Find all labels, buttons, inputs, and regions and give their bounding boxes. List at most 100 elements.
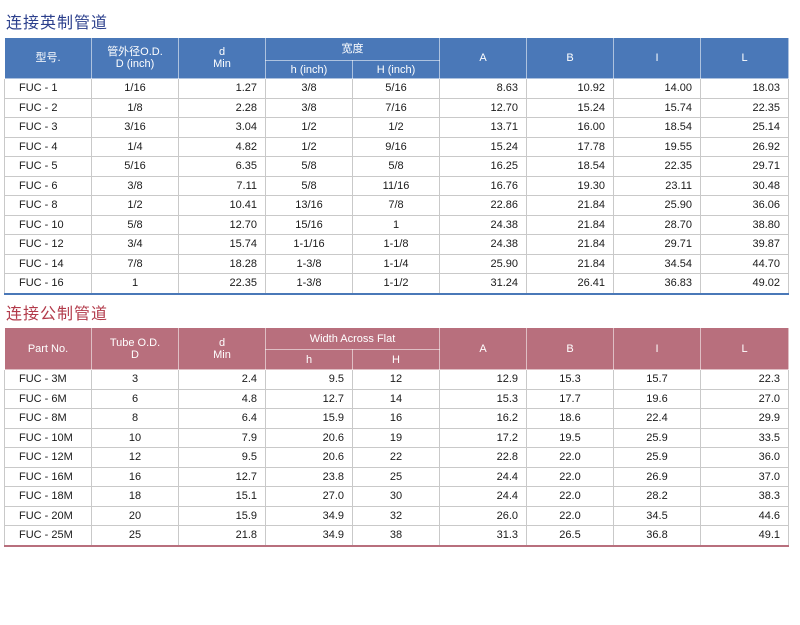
table-cell: 25.90	[613, 195, 701, 216]
table-cell: 16.25	[439, 156, 527, 177]
table-row: FUC - 6M 6 4.8 12.7 14 15.3 17.7 19.6 27.0	[4, 388, 790, 409]
table-cell: 22.4	[613, 408, 702, 429]
table-cell: 16.00	[526, 117, 614, 138]
header-h-small: h	[265, 349, 353, 370]
table-cell: 19.30	[526, 175, 614, 196]
table-cell: FUC - 20M	[4, 505, 92, 526]
table-cell: 1/2	[91, 195, 179, 216]
table-cell: 12.70	[178, 214, 266, 235]
table-cell: 1/8	[91, 97, 179, 118]
table-cell: 27.0	[265, 486, 353, 507]
table-cell: 6.35	[178, 156, 266, 177]
table-cell: 1-1/8	[352, 234, 440, 255]
table-cell: FUC - 3	[4, 117, 92, 138]
table-cell: 24.38	[439, 214, 527, 235]
table-cell: 2.28	[178, 97, 266, 118]
table-cell: 30	[351, 486, 441, 507]
table-cell: 22.8	[439, 447, 528, 468]
table-cell: 39.87	[700, 234, 789, 255]
table-row: FUC - 5 5/16 6.35 5/8 5/8 16.25 18.54 22.35 29.7…	[4, 156, 789, 177]
table-row: FUC - 6 3/8 7.11 5/8 11/16 16.76 19.30 23.11 30.…	[4, 175, 789, 196]
table-cell: 1-1/4	[352, 253, 440, 274]
table-cell: 12.7	[265, 388, 353, 409]
table-cell: 36.8	[613, 525, 702, 547]
table-cell: 22.35	[178, 273, 266, 295]
table-cell: 1.27	[178, 78, 266, 99]
table-cell: 7/8	[352, 195, 440, 216]
table-cell: 21.84	[526, 214, 614, 235]
imperial-fittings-table: 型号. 管外径O.D. D (inch) d Min 宽度 A B I L h …	[4, 37, 789, 295]
table-cell: 15.9	[178, 505, 266, 526]
table-cell: FUC - 10M	[4, 427, 92, 448]
table-cell: FUC - 2	[4, 97, 92, 118]
table-cell: 34.9	[265, 505, 353, 526]
table-cell: 29.9	[700, 408, 790, 429]
table-cell: 5/8	[265, 175, 353, 196]
table-cell: 38.3	[700, 486, 790, 507]
header-tube-od: 管外径O.D. D (inch)	[91, 37, 179, 79]
table-cell: FUC - 14	[4, 253, 92, 274]
header-tube-od-line2: D	[131, 348, 139, 361]
table-cell: 19	[351, 427, 441, 448]
table-row: FUC - 8M 8 6.4 15.9 16 16.2 18.6 22.4 29.9	[4, 408, 790, 429]
table-cell: 22.3	[700, 369, 790, 390]
table-cell: 3/8	[265, 78, 353, 99]
table-cell: 26.92	[700, 136, 789, 157]
table-cell: 1/4	[91, 136, 179, 157]
table-cell: 5/8	[265, 156, 353, 177]
header-l: L	[700, 37, 789, 79]
header-tube-od-line1: 管外径O.D.	[107, 46, 163, 58]
table-cell: FUC - 1	[4, 78, 92, 99]
table-cell: 17.2	[439, 427, 528, 448]
header-d-min: d Min	[178, 327, 266, 370]
table-cell: 36.0	[700, 447, 790, 468]
table-cell: 22.35	[700, 97, 789, 118]
table-cell: 12.7	[178, 466, 266, 487]
table-cell: 27.0	[700, 388, 790, 409]
table-cell: FUC - 6	[4, 175, 92, 196]
table-cell: 3/4	[91, 234, 179, 255]
table-cell: 31.3	[439, 525, 528, 547]
header-part-number: 型号.	[4, 37, 92, 79]
table-cell: 34.5	[613, 505, 702, 526]
table-cell: 1/16	[91, 78, 179, 99]
table-cell: 7.9	[178, 427, 266, 448]
table-cell: 1/2	[265, 136, 353, 157]
table-cell: 15.74	[178, 234, 266, 255]
table-row: FUC - 12M 12 9.5 20.6 22 22.8 22.0 25.9 36.0	[4, 447, 790, 468]
table-cell: 7.11	[178, 175, 266, 196]
table-cell: 15.3	[526, 369, 615, 390]
table-row: FUC - 25M 25 21.8 34.9 38 31.3 26.5 36.8 49.1	[4, 525, 790, 547]
table-cell: FUC - 10	[4, 214, 92, 235]
table-cell: 12	[351, 369, 441, 390]
table-cell: 9.5	[178, 447, 266, 468]
table-row: FUC - 2 1/8 2.28 3/8 7/16 12.70 15.24 15.74 22.3…	[4, 97, 789, 118]
table-cell: 21.84	[526, 234, 614, 255]
header-i: I	[613, 37, 701, 79]
table-cell: 15.1	[178, 486, 266, 507]
header-h-large: H (inch)	[352, 60, 440, 79]
table-cell: 29.71	[613, 234, 701, 255]
header-l: L	[700, 327, 790, 370]
header-d-line2: Min	[213, 348, 231, 361]
header-h-large: H	[351, 349, 441, 370]
table-cell: 4.82	[178, 136, 266, 157]
table-cell: 44.70	[700, 253, 789, 274]
table-cell: 22.0	[526, 466, 615, 487]
table-cell: 28.2	[613, 486, 702, 507]
table-cell: 49.1	[700, 525, 790, 547]
table-cell: 16.2	[439, 408, 528, 429]
table-cell: 1-1/2	[352, 273, 440, 295]
table-cell: 3/8	[91, 175, 179, 196]
header-tube-od-line2: D (inch)	[115, 58, 155, 70]
table-cell: 19.6	[613, 388, 702, 409]
table-cell: 25.9	[613, 427, 702, 448]
header-width-across-flat: 宽度	[265, 37, 440, 61]
table-cell: 24.38	[439, 234, 527, 255]
table-cell: 21.8	[178, 525, 266, 547]
table-cell: FUC - 18M	[4, 486, 92, 507]
table-row: FUC - 16M 16 12.7 23.8 25 24.4 22.0 26.9 37.0	[4, 466, 790, 487]
table-cell: FUC - 16	[4, 273, 92, 295]
table-cell: 5/16	[91, 156, 179, 177]
table-cell: FUC - 5	[4, 156, 92, 177]
